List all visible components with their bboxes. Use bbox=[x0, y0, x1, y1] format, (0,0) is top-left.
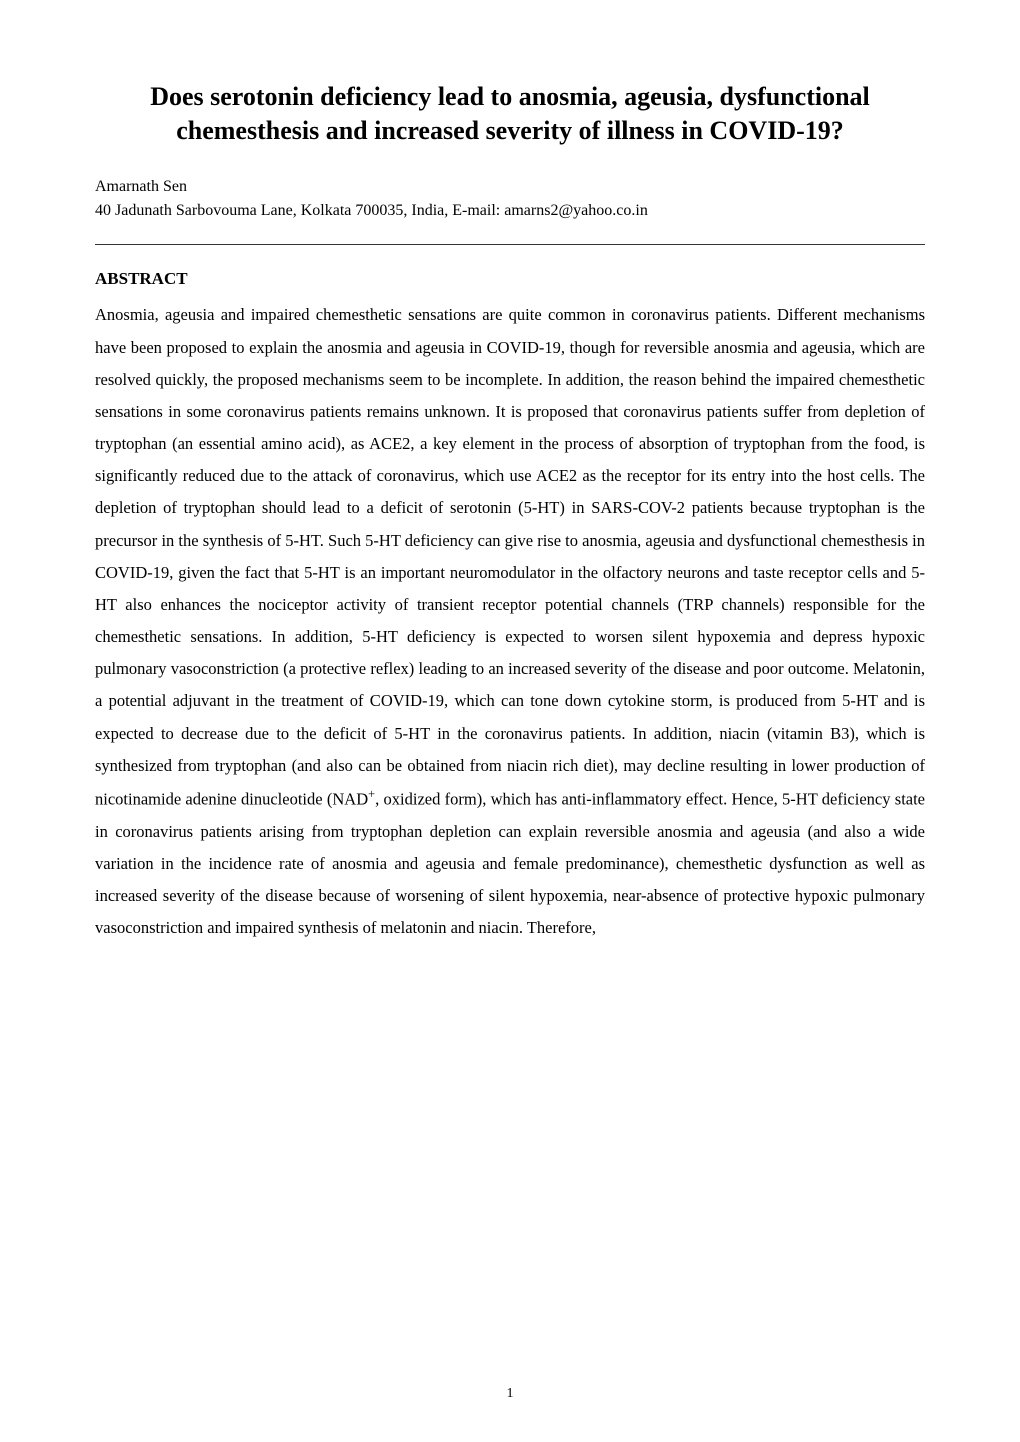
paper-title: Does serotonin deficiency lead to anosmi… bbox=[95, 80, 925, 148]
abstract-body: Anosmia, ageusia and impaired chemesthet… bbox=[95, 299, 925, 944]
abstract-heading: ABSTRACT bbox=[95, 269, 925, 289]
page-number: 1 bbox=[507, 1386, 514, 1402]
author-name: Amarnath Sen bbox=[95, 176, 925, 198]
section-divider bbox=[95, 244, 925, 245]
author-affiliation: 40 Jadunath Sarbovouma Lane, Kolkata 700… bbox=[95, 200, 925, 222]
